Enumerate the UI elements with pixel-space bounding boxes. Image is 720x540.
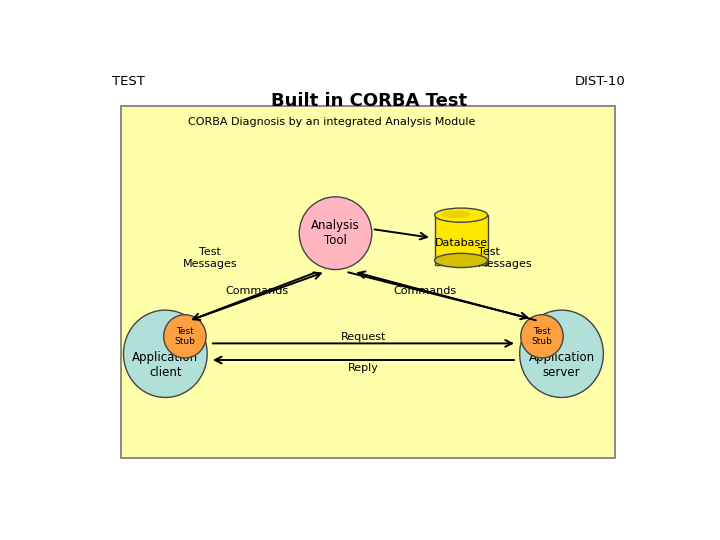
- Ellipse shape: [520, 310, 603, 397]
- Text: Commands: Commands: [226, 286, 289, 296]
- Bar: [435, 215, 487, 266]
- Text: Test
Messages: Test Messages: [478, 247, 532, 269]
- Text: CORBA Diagnosis by an integrated Analysis Module: CORBA Diagnosis by an integrated Analysi…: [188, 117, 475, 127]
- FancyBboxPatch shape: [121, 106, 615, 458]
- Text: Commands: Commands: [393, 286, 456, 296]
- Text: Application
client: Application client: [132, 352, 199, 380]
- Ellipse shape: [163, 315, 206, 358]
- Text: Test
Messages: Test Messages: [183, 247, 238, 269]
- Text: Test
Stub: Test Stub: [531, 327, 552, 346]
- Ellipse shape: [435, 208, 487, 222]
- Ellipse shape: [300, 197, 372, 269]
- Text: Test
Stub: Test Stub: [174, 327, 195, 346]
- Text: Request: Request: [341, 332, 386, 342]
- Text: Analysis
Tool: Analysis Tool: [311, 219, 360, 247]
- Text: Reply: Reply: [348, 362, 379, 373]
- Text: Built in CORBA Test: Built in CORBA Test: [271, 92, 467, 110]
- Ellipse shape: [521, 315, 563, 358]
- Ellipse shape: [124, 310, 207, 397]
- Text: DIST-10: DIST-10: [575, 75, 626, 88]
- Text: TEST: TEST: [112, 75, 145, 88]
- Text: Database: Database: [434, 238, 487, 248]
- Ellipse shape: [435, 253, 487, 267]
- Text: Application
server: Application server: [528, 352, 595, 380]
- Ellipse shape: [441, 211, 470, 218]
